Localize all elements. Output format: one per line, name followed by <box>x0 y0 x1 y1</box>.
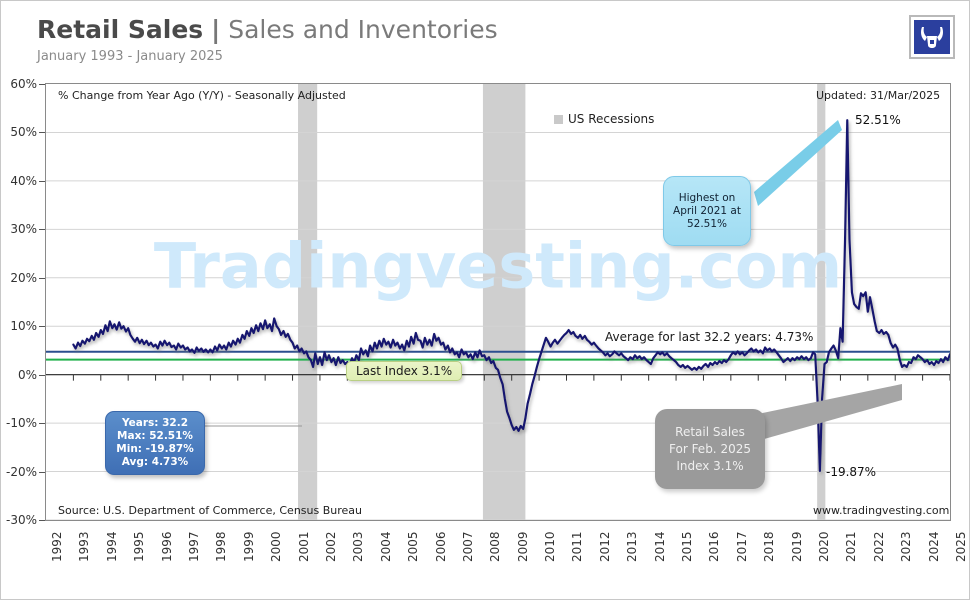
y-axis-tickmark <box>39 520 45 521</box>
x-axis-tick-label: 1995 <box>132 531 147 562</box>
y-axis-tickmark <box>39 229 45 231</box>
callout-highest-line: 52.51% <box>686 217 728 230</box>
legend-us-recessions: US Recessions <box>554 112 654 126</box>
y-axis-tickmark <box>39 84 45 85</box>
y-axis-tick-label: 20% <box>10 270 37 285</box>
title-separator: | <box>211 15 221 44</box>
recession-swatch-icon <box>554 114 563 124</box>
callout-last-line: For Feb. 2025 <box>669 441 751 456</box>
y-axis-tickmark <box>39 132 45 134</box>
x-axis-tick-label: 2003 <box>351 531 366 562</box>
callout-last-reading: Retail Sales For Feb. 2025 Index 3.1% <box>655 409 765 489</box>
recession-band <box>298 84 318 520</box>
updated-label: Updated: 31/Mar/2025 <box>816 89 941 102</box>
y-axis-tick-label: 10% <box>10 319 37 334</box>
recession-band <box>482 84 526 520</box>
peak-value-label: 52.51% <box>855 113 901 127</box>
x-axis-tick-label: 2016 <box>707 531 722 562</box>
data-series-line <box>72 119 950 473</box>
legend-label: US Recessions <box>568 112 655 126</box>
title-light: Sales and Inventories <box>228 15 498 44</box>
page-title: Retail Sales | Sales and Inventories <box>37 15 498 45</box>
callout-last-line: Index 3.1% <box>676 458 744 473</box>
callout-stats-line: Years: 32.2 <box>121 417 189 429</box>
last-index-label: Last Index 3.1% <box>346 361 463 381</box>
x-axis-tick-label: 2000 <box>269 531 284 562</box>
x-axis-tick-label: 2017 <box>734 531 749 562</box>
y-axis-tick-label: 60% <box>10 77 37 91</box>
y-axis-tickmark <box>39 471 45 473</box>
callout-stats-line: Max: 52.51% <box>117 430 193 442</box>
y-axis: 60% 50% 40% 30% 20% 10% 0% -10% -20% -30% <box>1 77 45 527</box>
source-label: Source: U.S. Department of Commerce, Cen… <box>58 504 362 517</box>
x-axis-tick-label: 2025 <box>954 531 968 562</box>
x-axis-tick-label: 2018 <box>762 531 777 562</box>
x-axis-tick-label: 2014 <box>652 531 667 562</box>
x-axis-tick-label: 1994 <box>104 531 119 562</box>
callout-stats-line: Min: -19.87% <box>116 443 194 455</box>
callout-stats-line: Avg: 4.73% <box>121 456 189 468</box>
bull-logo-icon <box>914 20 950 54</box>
x-axis-tick-label: 2012 <box>597 531 612 562</box>
callout-last-line: Retail Sales <box>675 424 745 439</box>
x-axis-tick-label: 2022 <box>871 531 886 562</box>
callout-statistics: Years: 32.2 Max: 52.51% Min: -19.87% Avg: 4… <box>105 411 205 475</box>
recession-band <box>817 84 826 520</box>
x-axis-tick-label: 2011 <box>570 531 585 562</box>
y-axis-tick-label: 0% <box>17 367 37 382</box>
x-axis: 1992 1993 1994 1995 1996 1997 1998 1999 2000 2001… <box>45 524 968 594</box>
y-axis-tickmark <box>39 180 45 182</box>
x-axis-tick-label: 2020 <box>817 531 832 562</box>
y-axis-tickmark <box>39 374 45 376</box>
callout-pointer-highest <box>754 120 842 206</box>
x-axis-tick-label: 2008 <box>488 531 503 562</box>
x-axis-tick-label: 2002 <box>323 531 338 562</box>
y-axis-tick-label: -30% <box>5 513 37 527</box>
page-subtitle: January 1993 - January 2025 <box>37 49 223 64</box>
x-axis-tick-label: 2001 <box>296 531 311 562</box>
y-axis-tickmark <box>39 277 45 279</box>
x-axis-tick-label: 2010 <box>543 531 558 562</box>
x-axis-tick-label: 1992 <box>50 531 64 562</box>
callout-highest: Highest on April 2021 at 52.51% <box>663 176 751 246</box>
x-axis-tick-label: 1999 <box>241 531 256 562</box>
units-note: % Change from Year Ago (Y/Y) - Seasonall… <box>58 89 346 102</box>
y-axis-tick-label: -10% <box>5 416 37 431</box>
y-axis-tickmark <box>39 423 45 425</box>
x-axis-tick-label: 2021 <box>844 531 859 562</box>
y-axis-tick-label: -20% <box>5 464 37 479</box>
callout-highest-line: Highest on <box>678 191 736 204</box>
callout-highest-line: April 2021 at <box>673 204 741 217</box>
y-axis-tick-label: 30% <box>10 222 37 237</box>
y-axis-tickmark <box>39 326 45 328</box>
x-axis-tick-label: 2007 <box>460 531 475 562</box>
x-axis-tick-label: 1997 <box>186 531 201 562</box>
y-axis-tick-label: 50% <box>10 125 37 140</box>
x-axis-tick-label: 1998 <box>214 531 229 562</box>
x-axis-tick-label: 2023 <box>899 531 914 562</box>
x-axis-tick-label: 1996 <box>159 531 174 562</box>
x-axis-tick-label: 2009 <box>515 531 530 562</box>
x-axis-tick-label: 2024 <box>926 531 941 562</box>
x-axis-tick-label: 2004 <box>378 531 393 562</box>
x-axis-tick-label: 2015 <box>680 531 695 562</box>
title-bold: Retail Sales <box>37 15 204 44</box>
website-label: www.tradingvesting.com <box>813 504 950 517</box>
x-axis-tick-label: 2006 <box>433 531 448 562</box>
page-header: Retail Sales | Sales and Inventories Jan… <box>37 15 498 64</box>
bull-logo <box>909 15 955 59</box>
bull-head-icon <box>921 27 943 48</box>
average-line-label: Average for last 32.2 years: 4.73% <box>605 330 814 344</box>
y-axis-tick-label: 40% <box>10 173 37 188</box>
x-axis-tick-label: 2013 <box>625 531 640 562</box>
x-axis-tick-label: 2019 <box>789 531 804 562</box>
x-axis-tick-label: 2005 <box>406 531 421 562</box>
x-axis-tick-label: 1993 <box>77 531 92 562</box>
min-value-label: -19.87% <box>826 465 877 479</box>
